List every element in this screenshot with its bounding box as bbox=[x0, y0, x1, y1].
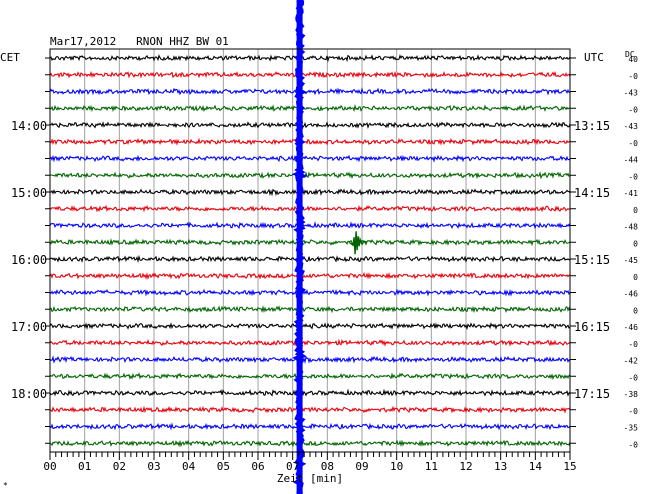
x-tick-label: 05 bbox=[217, 460, 230, 473]
x-tick-label: 08 bbox=[321, 460, 334, 473]
trace-line bbox=[49, 154, 570, 163]
x-tick-label: 15 bbox=[563, 460, 576, 473]
trace-line bbox=[49, 305, 571, 314]
trace-line bbox=[49, 54, 571, 63]
x-tick-label: 14 bbox=[529, 460, 543, 473]
trace-line bbox=[49, 388, 571, 397]
dc-offset: -46 bbox=[624, 323, 639, 332]
x-tick-label: 02 bbox=[113, 460, 126, 473]
trace-line bbox=[49, 104, 571, 113]
left-axis-label: CET bbox=[0, 51, 20, 64]
x-tick-label: 11 bbox=[425, 460, 438, 473]
trace-line bbox=[49, 322, 571, 331]
trace-line bbox=[49, 288, 571, 297]
x-axis-label: Zeit [min] bbox=[277, 472, 343, 485]
large-event-core bbox=[296, 0, 303, 494]
right-hour-label: 15:15 bbox=[574, 253, 610, 267]
trace-line bbox=[49, 439, 571, 448]
dc-offset: -48 bbox=[624, 223, 639, 232]
trace-line bbox=[49, 338, 571, 347]
left-hour-label: 17:00 bbox=[11, 320, 47, 334]
trace-line bbox=[49, 254, 571, 264]
left-hour-label: 14:00 bbox=[11, 119, 47, 133]
x-tick-label: 10 bbox=[390, 460, 403, 473]
trace-line bbox=[49, 170, 571, 180]
right-hour-label: 13:15 bbox=[574, 119, 610, 133]
trace-line bbox=[49, 188, 571, 197]
trace-line bbox=[49, 70, 571, 79]
dc-offset: -0 bbox=[628, 440, 638, 449]
dc-offset: -42 bbox=[624, 357, 639, 366]
dc-offset: -45 bbox=[624, 256, 639, 265]
right-axis-label: UTC bbox=[584, 51, 604, 64]
footnote-mark: * bbox=[3, 481, 8, 490]
local-event-spike bbox=[348, 231, 368, 255]
trace-line bbox=[49, 220, 571, 230]
trace-line bbox=[49, 238, 571, 247]
dc-offset: -35 bbox=[624, 424, 639, 433]
dc-offset: 0 bbox=[633, 206, 638, 215]
dc-offset: -46 bbox=[624, 290, 639, 299]
trace-line bbox=[49, 271, 571, 280]
x-tick-label: 07 bbox=[286, 460, 299, 473]
trace-line bbox=[49, 422, 571, 431]
dc-offset: -41 bbox=[624, 189, 639, 198]
trace-line bbox=[49, 355, 571, 365]
dc-offset: -0 bbox=[628, 139, 638, 148]
right-hour-label: 16:15 bbox=[574, 320, 610, 334]
x-tick-label: 12 bbox=[459, 460, 472, 473]
dc-offset: 0 bbox=[633, 239, 638, 248]
left-hour-label: 15:00 bbox=[11, 186, 47, 200]
chart-title: Mar17,2012 RNON HHZ BW 01 bbox=[50, 35, 229, 48]
trace-line bbox=[49, 405, 571, 414]
x-tick-label: 04 bbox=[182, 460, 196, 473]
axes: 00 01 02 03 04 05 06 07 08 09 10 11 12 13 14 1540-0-43-… bbox=[11, 48, 639, 473]
dc-label: DC bbox=[625, 50, 635, 59]
dc-offset: -38 bbox=[624, 390, 639, 399]
right-hour-label: 14:15 bbox=[574, 186, 610, 200]
dc-offset: -43 bbox=[624, 89, 639, 98]
dc-offset: 40 bbox=[628, 55, 638, 64]
dc-offset: -0 bbox=[628, 172, 638, 181]
traces bbox=[49, 54, 571, 448]
left-hour-label: 18:00 bbox=[11, 387, 47, 401]
x-tick-label: 01 bbox=[78, 460, 91, 473]
dc-offset: -43 bbox=[624, 122, 639, 131]
events bbox=[292, 0, 368, 494]
x-tick-label: 13 bbox=[494, 460, 507, 473]
dc-offset: -0 bbox=[628, 373, 638, 382]
right-hour-label: 17:15 bbox=[574, 387, 610, 401]
dc-offset: -0 bbox=[628, 105, 638, 114]
dc-offset: 0 bbox=[633, 273, 638, 282]
dc-offset: -0 bbox=[628, 407, 638, 416]
trace-line bbox=[49, 87, 571, 96]
grid bbox=[84, 49, 536, 452]
x-tick-label: 09 bbox=[355, 460, 368, 473]
x-tick-label: 06 bbox=[251, 460, 264, 473]
dc-offset: -0 bbox=[628, 340, 638, 349]
x-tick-label: 00 bbox=[43, 460, 56, 473]
trace-line bbox=[49, 204, 571, 213]
dc-offset: 0 bbox=[633, 306, 638, 315]
trace-line bbox=[49, 372, 571, 381]
x-tick-label: 03 bbox=[147, 460, 160, 473]
dc-offset: -0 bbox=[628, 72, 638, 81]
trace-line bbox=[49, 120, 571, 130]
dc-offset: -44 bbox=[624, 156, 639, 165]
left-hour-label: 16:00 bbox=[11, 253, 47, 267]
trace-line bbox=[49, 137, 571, 146]
